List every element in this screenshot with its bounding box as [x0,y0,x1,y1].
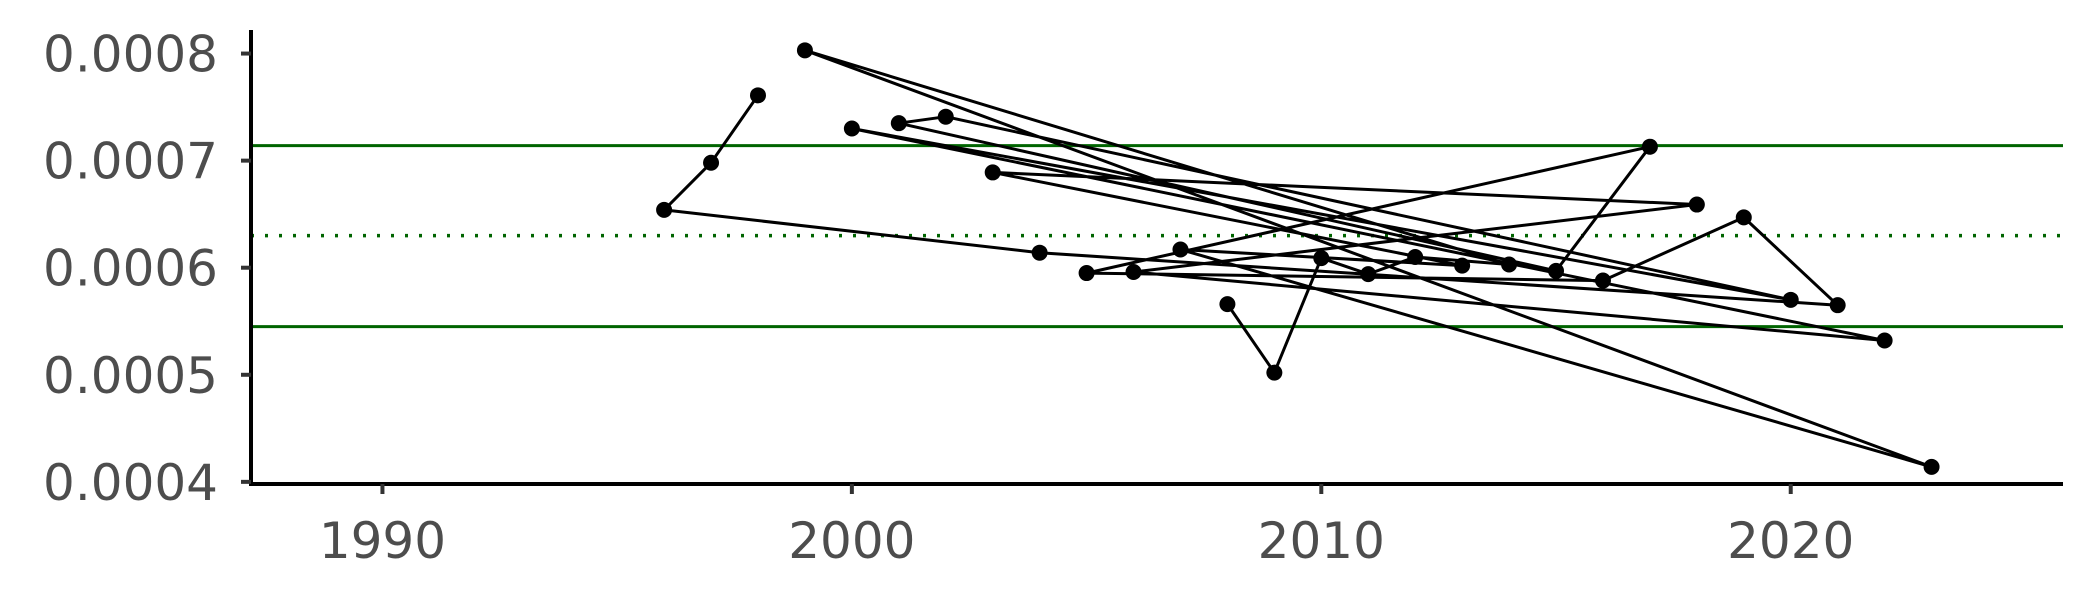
data-point-2013 [1454,257,1471,274]
data-point-2009 [1266,364,1283,381]
series-layer [656,42,1940,475]
data-point-2017 [1641,138,1658,155]
series-line [662,48,1934,469]
data-point-2006 [1125,263,1142,280]
data-point-2001 [890,115,907,132]
data-point-2020 [1782,291,1799,308]
data-point-2018 [1688,196,1705,213]
data-point-2012 [1407,249,1424,265]
data-point-2010 [1313,250,1330,267]
data-point-2023 [1923,458,1940,475]
x-tick-label: 2010 [1258,512,1385,570]
data-point-2014 [1501,256,1518,273]
data-point-1999 [796,42,813,59]
data-point-2016 [1594,272,1611,289]
x-tick-label: 2000 [788,512,915,570]
data-point-2008 [1219,296,1236,313]
x-axis: 1990 2000 2010 2020 [249,482,2063,570]
y-tick-label: 0.0008 [43,26,218,84]
data-point-2002 [937,108,954,125]
data-point-1997 [703,154,720,171]
y-tick-label: 0.0005 [43,347,218,405]
data-point-2022 [1876,332,1893,349]
x-tick-label: 2020 [1727,512,1854,570]
y-tick-label: 0.0006 [43,240,218,298]
data-point-2000 [843,120,860,137]
data-point-2004 [1031,244,1048,261]
data-point-2011 [1360,266,1377,283]
data-point-1998 [749,87,766,104]
data-point-2003 [984,164,1001,181]
data-point-2007 [1172,241,1189,258]
y-tick-label: 0.0004 [43,454,218,512]
data-point-2005 [1078,265,1095,282]
y-axis: 0.0004 0.0005 0.0006 0.0007 0.0008 [43,26,253,512]
x-tick-label: 1990 [319,512,446,570]
reference-lines [251,144,2063,329]
data-point-2021 [1829,297,1846,314]
y-tick-label: 0.0007 [43,133,218,191]
data-point-2015 [1548,262,1565,279]
data-point-2019 [1735,209,1752,226]
data-point-1996 [656,201,673,218]
